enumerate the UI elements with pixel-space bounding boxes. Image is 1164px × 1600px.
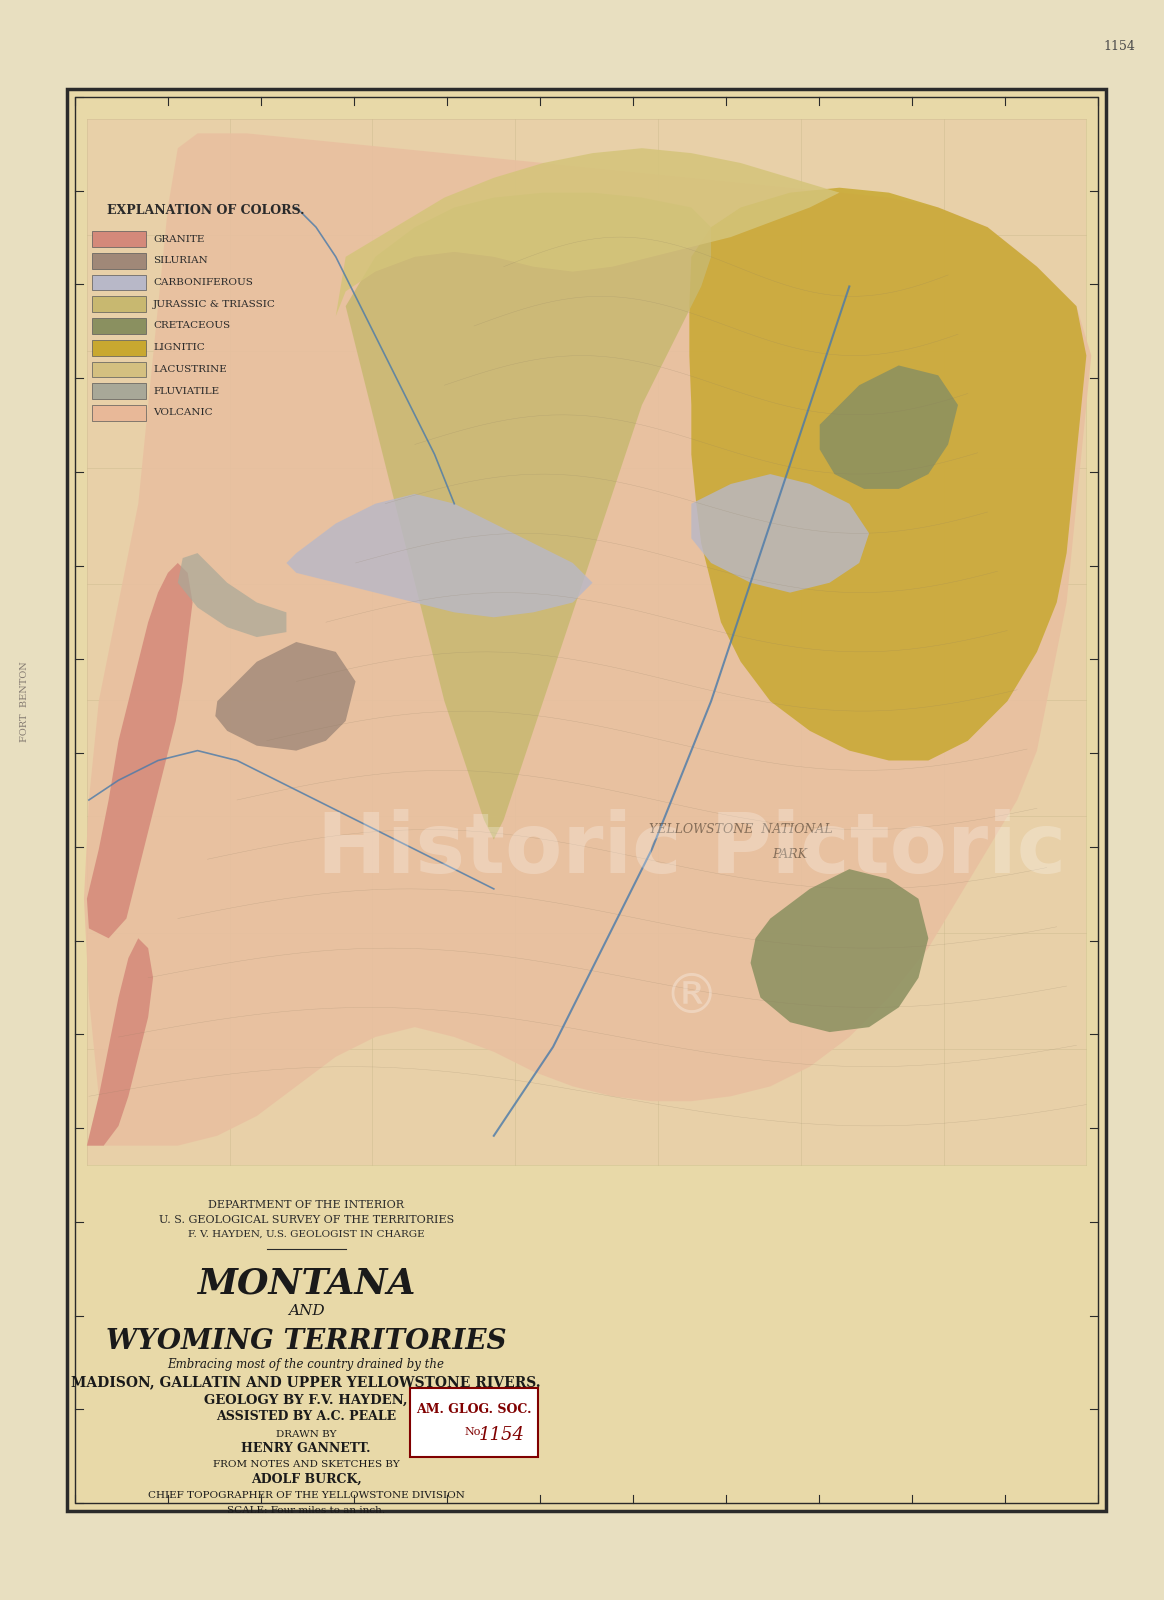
- Text: LACUSTRINE: LACUSTRINE: [154, 365, 227, 374]
- Polygon shape: [819, 365, 958, 490]
- Text: PARK: PARK: [773, 848, 808, 861]
- Polygon shape: [87, 563, 192, 938]
- Polygon shape: [178, 554, 286, 637]
- Bar: [87, 118, 1086, 1165]
- Bar: [92, 318, 147, 334]
- Text: MADISON, GALLATIN AND UPPER YELLOWSTONE RIVERS.: MADISON, GALLATIN AND UPPER YELLOWSTONE …: [71, 1376, 541, 1390]
- Text: U. S. GEOLOGICAL SURVEY OF THE TERRITORIES: U. S. GEOLOGICAL SURVEY OF THE TERRITORI…: [158, 1214, 454, 1224]
- Text: MONTANA: MONTANA: [197, 1267, 416, 1301]
- Bar: [92, 339, 147, 355]
- Polygon shape: [286, 494, 592, 618]
- Text: F. V. HAYDEN, U.S. GEOLOGIST IN CHARGE: F. V. HAYDEN, U.S. GEOLOGIST IN CHARGE: [187, 1230, 425, 1238]
- Text: GEOLOGY BY F.V. HAYDEN,: GEOLOGY BY F.V. HAYDEN,: [205, 1394, 407, 1406]
- Text: GRANITE: GRANITE: [154, 235, 205, 243]
- Text: YELLOWSTONE  NATIONAL: YELLOWSTONE NATIONAL: [648, 822, 832, 837]
- Bar: [92, 230, 147, 246]
- Text: No.: No.: [464, 1427, 484, 1437]
- Text: ®: ®: [663, 971, 719, 1024]
- Polygon shape: [215, 642, 355, 750]
- Bar: [92, 362, 147, 378]
- Text: FLUVIATILE: FLUVIATILE: [154, 387, 219, 395]
- Text: AM. GLOG. SOC.: AM. GLOG. SOC.: [417, 1403, 532, 1416]
- Polygon shape: [751, 869, 929, 1032]
- Polygon shape: [335, 149, 839, 317]
- Polygon shape: [84, 133, 1092, 1146]
- Text: HENRY GANNETT.: HENRY GANNETT.: [241, 1442, 371, 1456]
- Text: 1154: 1154: [1103, 40, 1136, 53]
- Text: 1154: 1154: [478, 1426, 525, 1445]
- Bar: [92, 296, 147, 312]
- Text: CARBONIFEROUS: CARBONIFEROUS: [154, 278, 253, 286]
- Text: DRAWN BY: DRAWN BY: [276, 1429, 336, 1438]
- Bar: [92, 384, 147, 398]
- Text: FORT  BENTON: FORT BENTON: [20, 661, 29, 742]
- Text: EXPLANATION OF COLORS.: EXPLANATION OF COLORS.: [107, 205, 304, 218]
- Text: SILURIAN: SILURIAN: [154, 256, 208, 266]
- Text: FROM NOTES AND SKETCHES BY: FROM NOTES AND SKETCHES BY: [213, 1461, 399, 1469]
- Text: CRETACEOUS: CRETACEOUS: [154, 322, 230, 331]
- Polygon shape: [346, 192, 711, 840]
- Polygon shape: [689, 187, 1086, 760]
- Bar: [410, 1387, 538, 1456]
- Text: AND: AND: [288, 1304, 325, 1317]
- Text: CHIEF TOPOGRAPHER OF THE YELLOWSTONE DIVISION: CHIEF TOPOGRAPHER OF THE YELLOWSTONE DIV…: [148, 1491, 464, 1499]
- Text: DEPARTMENT OF THE INTERIOR: DEPARTMENT OF THE INTERIOR: [208, 1200, 404, 1210]
- Text: Historic Pictoric: Historic Pictoric: [317, 810, 1066, 890]
- Text: VOLCANIC: VOLCANIC: [154, 408, 213, 418]
- Text: JURASSIC & TRIASSIC: JURASSIC & TRIASSIC: [154, 299, 276, 309]
- Text: LIGNITIC: LIGNITIC: [154, 342, 205, 352]
- Polygon shape: [87, 938, 154, 1146]
- Bar: [92, 405, 147, 421]
- Polygon shape: [691, 474, 870, 592]
- Text: ASSISTED BY A.C. PEALE: ASSISTED BY A.C. PEALE: [217, 1410, 396, 1422]
- Bar: [92, 253, 147, 269]
- Bar: [74, 98, 1098, 1502]
- Text: ADOLF BURCK,: ADOLF BURCK,: [250, 1474, 362, 1486]
- Text: WYOMING TERRITORIES: WYOMING TERRITORIES: [106, 1328, 506, 1355]
- Text: SCALE: Four miles to an inch.: SCALE: Four miles to an inch.: [227, 1506, 385, 1515]
- Bar: [92, 275, 147, 290]
- Text: Embracing most of the country drained by the: Embracing most of the country drained by…: [168, 1358, 445, 1371]
